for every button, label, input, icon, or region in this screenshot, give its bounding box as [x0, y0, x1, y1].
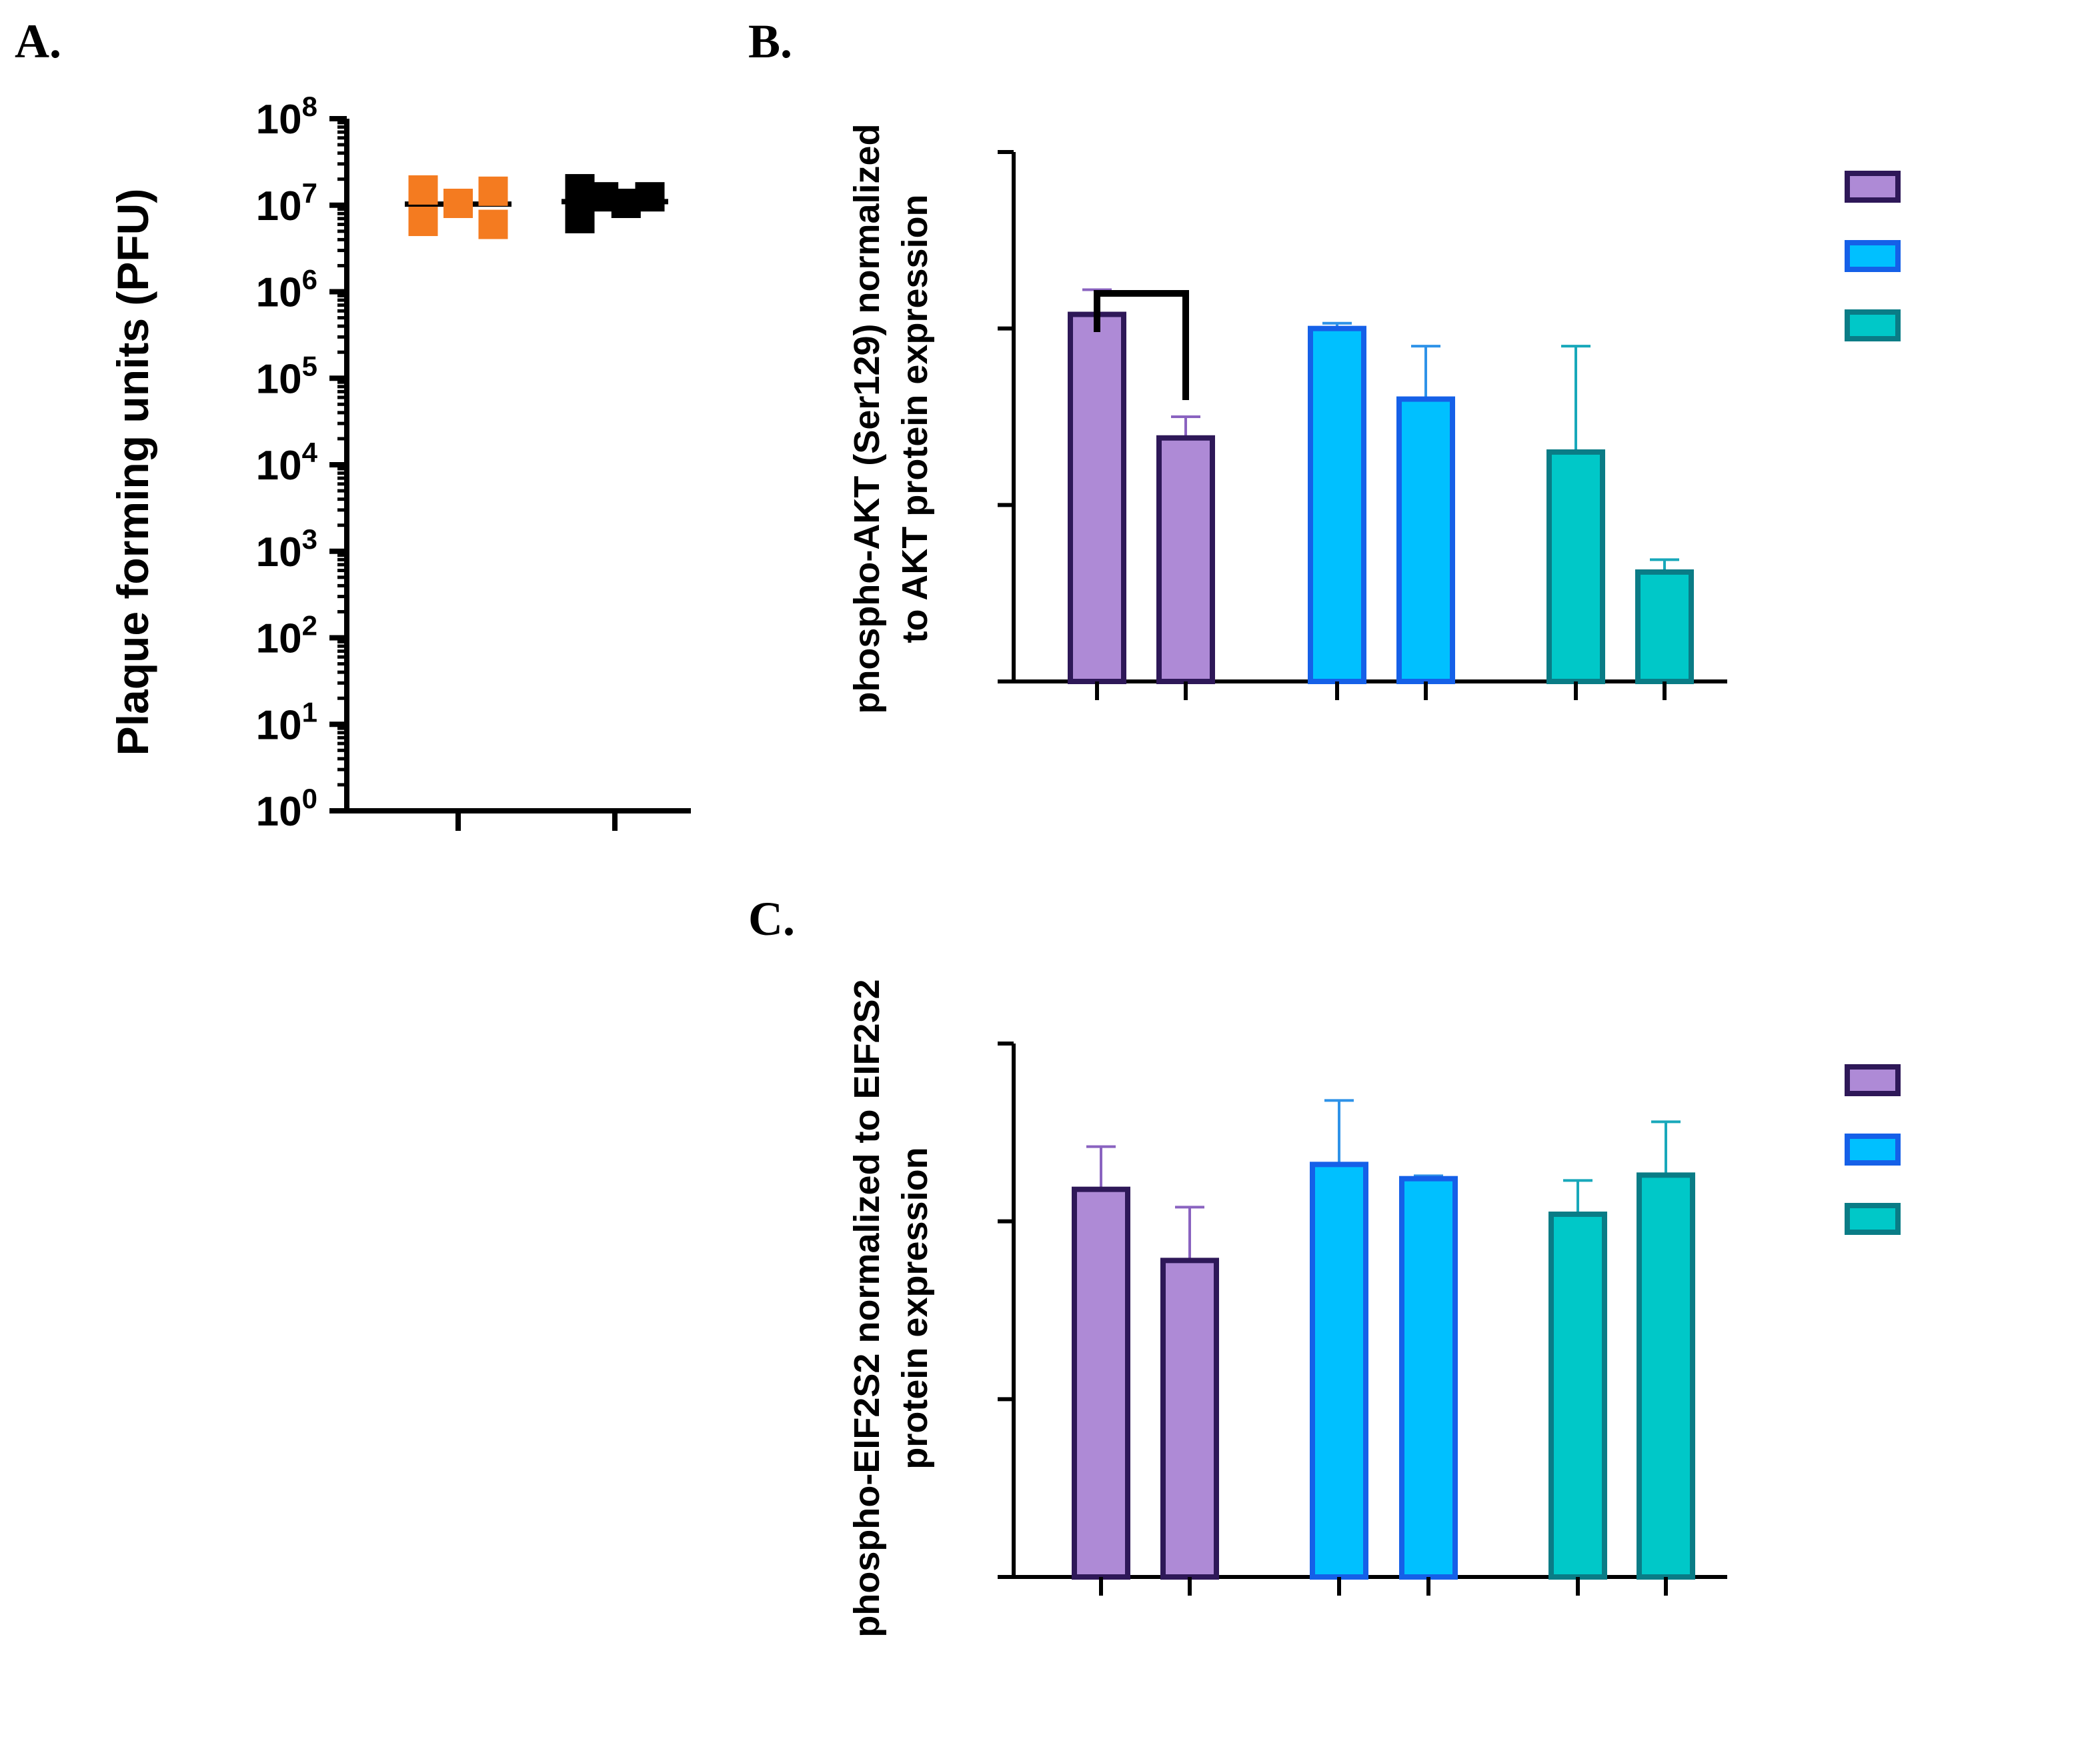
- panel-a-y-tick-label: 104: [256, 437, 318, 489]
- panel-a-y-tick-label: 101: [256, 696, 317, 748]
- panel-a-x-ticks: [455, 811, 618, 831]
- panel-b-letter: B.: [748, 15, 792, 68]
- panel-a-y-tick-base: 10: [256, 97, 302, 143]
- panel-b-ylabel-line1: phospho-AKT (Ser129) normalized: [847, 123, 887, 713]
- panel-c-ylabel-line1: phospho-EIF2S2 normalized to EIF2S2: [847, 979, 887, 1637]
- panel-a-y-tick-label: 103: [256, 523, 317, 575]
- panel-a-ylabel: Plaque forming units (PFU): [108, 189, 157, 756]
- panel-a-y-tick-base: 10: [256, 789, 302, 835]
- panel-c-legend-swatch: [1845, 1064, 1901, 1096]
- panel-b-legend-swatch: [1845, 240, 1901, 272]
- panel-a-points: [405, 174, 668, 239]
- panel-c-legend-swatch: [1845, 1203, 1901, 1235]
- panel-a-y-tick-base: 10: [256, 356, 302, 402]
- panel-a-y-tick-exponent: 2: [302, 610, 317, 641]
- panel-a-y-tick-exponent: 6: [302, 264, 317, 295]
- panel-c-bar: [1160, 1258, 1219, 1580]
- panel-a-y-tick-base: 10: [256, 616, 302, 662]
- panel-a-data-point: [635, 182, 665, 212]
- panel-a-y-tick-label: 105: [256, 350, 317, 402]
- panel-a-y-tick-exponent: 1: [302, 696, 317, 727]
- panel-b-bar: [1068, 311, 1126, 684]
- panel-a-data-point: [408, 175, 438, 205]
- panel-c-bar: [1637, 1172, 1695, 1580]
- panel-a-letter: A.: [15, 15, 61, 68]
- panel-a-y-tick-label: 107: [256, 177, 317, 229]
- panel-b-ylabel-line2: to AKT protein expression: [895, 194, 935, 643]
- panel-c-letter: C.: [748, 892, 795, 946]
- panel-a-y-tick-exponent: 7: [302, 177, 317, 209]
- panel-a-chart: Plaque forming units (PFU) 1001011021031…: [108, 91, 691, 835]
- panel-c-legend-swatch: [1845, 1134, 1901, 1166]
- panel-a-data-point: [443, 189, 473, 219]
- panel-b-bar: [1635, 569, 1694, 685]
- panel-c-bar: [1072, 1186, 1130, 1580]
- panel-a-y-tick-exponent: 3: [302, 523, 317, 555]
- panel-b-bar: [1308, 325, 1366, 684]
- panel-b-bar: [1156, 435, 1215, 684]
- panel-a-data-point: [408, 207, 438, 237]
- panel-a-y-tick-base: 10: [256, 529, 302, 575]
- panel-a-y-tick-exponent: 5: [302, 350, 317, 381]
- panel-b-bar: [1546, 449, 1605, 685]
- panel-a-y-tick-exponent: 4: [302, 437, 318, 468]
- panel-b-bar: [1396, 396, 1455, 684]
- panel-a-y-tick-label: 100: [256, 783, 317, 835]
- panel-c-ylabel-line2: protein expression: [895, 1147, 935, 1469]
- panel-b-chart: phospho-AKT (Ser129) normalized to AKT p…: [847, 123, 1901, 714]
- panel-c-chart: phospho-EIF2S2 normalized to EIF2S2 prot…: [847, 979, 1901, 1638]
- panel-b-legend-swatch: [1845, 171, 1901, 203]
- panel-c-bar: [1548, 1212, 1607, 1580]
- panel-c-bar: [1399, 1176, 1458, 1580]
- panel-a-y-tick-label: 106: [256, 264, 317, 316]
- panel-b-legend-swatch: [1845, 309, 1901, 341]
- panel-a-data-point: [478, 176, 508, 206]
- panel-a-y-tick-base: 10: [256, 183, 302, 229]
- panel-c-bar: [1310, 1162, 1368, 1580]
- panel-a-y-tick-exponent: 8: [302, 91, 317, 122]
- panel-a-data-point: [478, 209, 508, 239]
- panel-a-y-tick-exponent: 0: [302, 783, 317, 814]
- panel-a-y-tick-base: 10: [256, 270, 302, 316]
- panel-a-y-tick-base: 10: [256, 443, 302, 489]
- panel-a-y-tick-label: 102: [256, 610, 317, 662]
- panel-b-significance-bracket: [1094, 290, 1189, 400]
- panel-a-y-tick-label: 108: [256, 91, 317, 143]
- panel-a-y-tick-base: 10: [256, 702, 302, 748]
